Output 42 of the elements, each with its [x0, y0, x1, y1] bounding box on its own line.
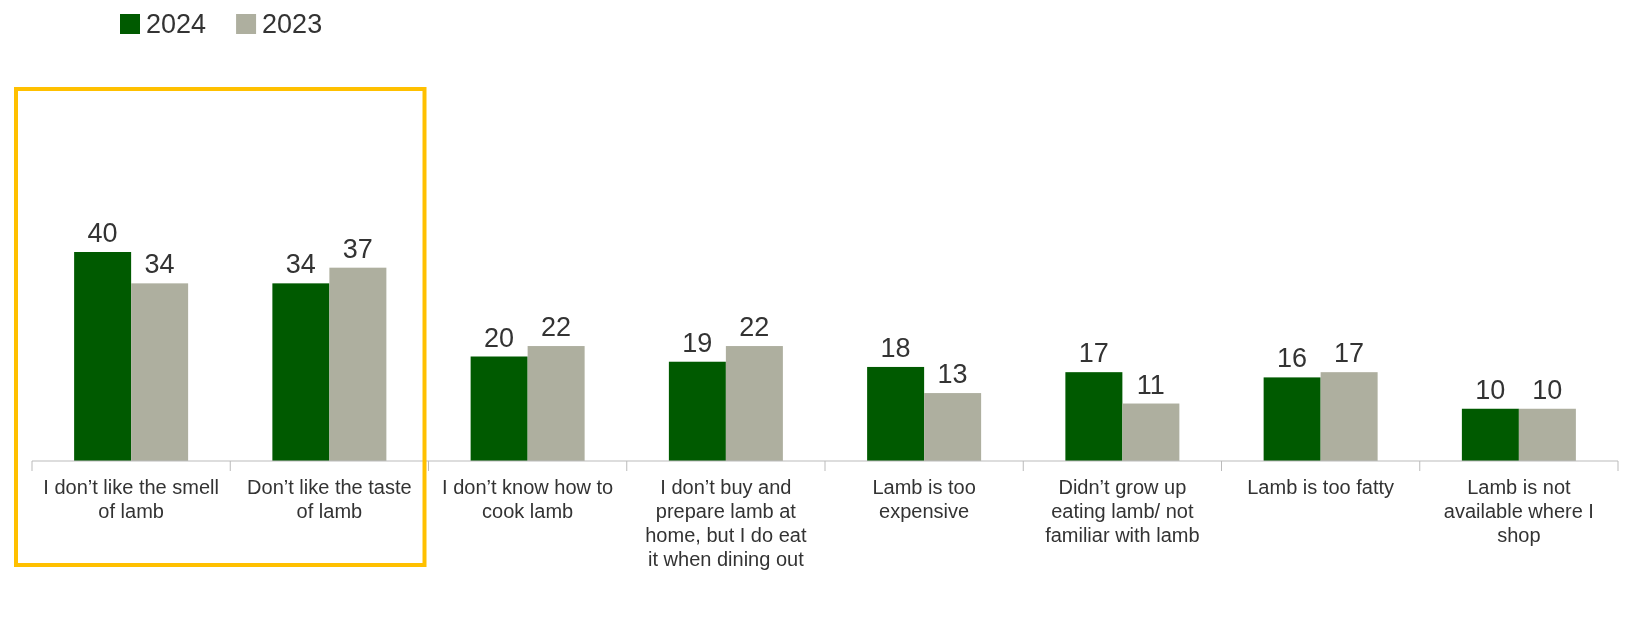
data-label: 10 — [1532, 374, 1563, 405]
bar — [867, 366, 925, 461]
data-label: 13 — [937, 359, 968, 390]
bar — [1320, 372, 1378, 461]
bar — [1461, 408, 1519, 461]
data-label: 22 — [739, 312, 770, 343]
data-label: 19 — [682, 327, 713, 358]
x-tick-label: I don’t know how to cook lamb — [442, 476, 614, 522]
bar — [1263, 377, 1321, 461]
data-label: 17 — [1334, 338, 1365, 369]
data-label: 34 — [144, 249, 175, 280]
bar — [329, 267, 387, 461]
data-label: 17 — [1078, 338, 1109, 369]
bar — [1122, 403, 1180, 461]
bar — [470, 356, 528, 461]
data-label: 20 — [484, 322, 515, 353]
data-label: 11 — [1136, 369, 1165, 400]
data-label: 40 — [87, 218, 118, 248]
x-tick-label: Don’t like the taste of lamb — [247, 476, 412, 522]
bar — [74, 252, 132, 461]
data-label: 37 — [342, 233, 373, 264]
data-label: 10 — [1475, 374, 1506, 405]
legend-label: 2024 — [146, 9, 207, 39]
bar — [131, 283, 189, 461]
data-label: 34 — [285, 249, 316, 280]
x-tick-label: I don’t like the smell of lamb — [43, 476, 219, 522]
bar — [272, 283, 330, 461]
bar — [1065, 372, 1123, 461]
bar — [668, 361, 726, 461]
x-tick-label: Lamb is too expensive — [872, 476, 976, 522]
x-tick-label: Lamb is too fatty — [1247, 476, 1394, 498]
data-label: 16 — [1277, 343, 1308, 374]
data-label: 22 — [541, 312, 572, 343]
x-tick-label: Didn’t grow up eating lamb/ not familiar with lamb — [1045, 476, 1200, 546]
bar — [527, 346, 585, 461]
x-tick-label: I don’t buy and prepare lamb at home, but I do eat it when dining out — [645, 476, 807, 570]
bar — [1518, 408, 1576, 461]
x-tick-label: Lamb is not available where I shop — [1443, 476, 1594, 546]
data-label: 18 — [880, 332, 911, 363]
legend-label: 2023 — [262, 9, 323, 39]
bar — [725, 346, 783, 461]
bar — [924, 393, 982, 461]
